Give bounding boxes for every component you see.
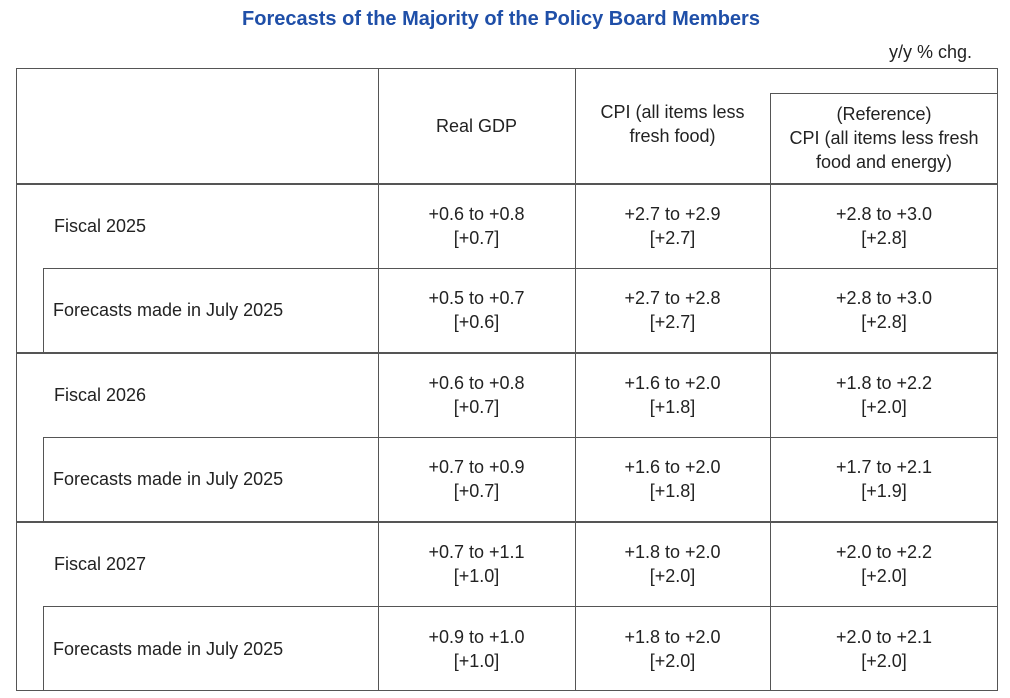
range-value: +2.8 to +3.0	[835, 288, 933, 308]
cell-gdp: +0.6 to +0.8 [+0.7]	[378, 183, 575, 268]
median-value: [+1.0]	[453, 565, 500, 586]
median-value: [+2.7]	[649, 227, 696, 248]
median-value: [+0.7]	[453, 481, 500, 501]
range-value: +1.6 to +2.0	[624, 372, 721, 393]
range-value: +1.8 to +2.0	[624, 541, 721, 562]
cell-core: +1.7 to +2.1 [+1.9]	[770, 437, 998, 521]
table-border	[16, 68, 998, 691]
range-value: +2.0 to +2.1	[835, 626, 933, 647]
row-label: Forecasts made in July 2025	[53, 469, 284, 489]
median-value: [+1.8]	[649, 481, 696, 501]
divider	[16, 521, 998, 523]
median-value: [+2.0]	[861, 396, 907, 417]
header-cpi: CPI (all items less fresh food)	[575, 68, 770, 183]
cell-gdp: +0.9 to +1.0 [+1.0]	[378, 606, 575, 691]
divider	[43, 437, 998, 438]
cell-cpi: +1.8 to +2.0 [+2.0]	[575, 521, 770, 606]
range-value: +0.7 to +0.9	[428, 457, 525, 477]
median-value: [+2.0]	[861, 565, 907, 586]
cell-core: +2.0 to +2.1 [+2.0]	[770, 606, 998, 691]
cell-core: +2.8 to +3.0 [+2.8]	[770, 268, 998, 352]
median-value: [+2.8]	[861, 312, 907, 332]
range-value: +0.6 to +0.8	[428, 372, 525, 393]
cell-cpi: +1.8 to +2.0 [+2.0]	[575, 606, 770, 691]
page-title: Forecasts of the Majority of the Policy …	[242, 8, 760, 30]
median-value: [+0.7]	[453, 227, 500, 248]
unit-label: y/y % chg.	[888, 42, 972, 62]
range-value: +1.8 to +2.0	[624, 626, 721, 647]
divider	[43, 268, 998, 269]
range-value: +1.8 to +2.2	[835, 372, 933, 393]
range-value: +0.6 to +0.8	[428, 203, 525, 224]
range-value: +2.7 to +2.8	[624, 288, 721, 308]
row-label: Fiscal 2025	[54, 215, 147, 236]
row-label: Fiscal 2027	[54, 553, 147, 574]
median-value: [+2.0]	[649, 650, 696, 671]
median-value: [+2.7]	[649, 312, 696, 332]
cell-cpi: +1.6 to +2.0 [+1.8]	[575, 352, 770, 437]
range-value: +2.8 to +3.0	[835, 203, 933, 224]
cell-gdp: +0.7 to +0.9 [+0.7]	[378, 437, 575, 521]
median-value: [+0.6]	[453, 312, 500, 332]
cell-gdp: +0.5 to +0.7 [+0.6]	[378, 268, 575, 352]
range-value: +0.5 to +0.7	[428, 288, 525, 308]
divider	[770, 93, 998, 94]
divider	[43, 606, 44, 691]
cell-cpi: +2.7 to +2.9 [+2.7]	[575, 183, 770, 268]
header-cpi-text: CPI (all items less fresh food)	[600, 102, 745, 146]
median-value: [+2.0]	[649, 565, 696, 586]
median-value: [+0.7]	[453, 396, 500, 417]
median-value: [+1.8]	[649, 396, 696, 417]
cell-core: +1.8 to +2.2 [+2.0]	[770, 352, 998, 437]
cell-cpi: +2.7 to +2.8 [+2.7]	[575, 268, 770, 352]
header-core-cpi: (Reference) CPI (all items less fresh fo…	[770, 93, 998, 183]
header-real-gdp: Real GDP	[435, 115, 518, 136]
divider	[16, 352, 998, 354]
median-value: [+1.9]	[861, 481, 907, 501]
cell-gdp: +0.6 to +0.8 [+0.7]	[378, 352, 575, 437]
divider	[575, 68, 576, 691]
row-label: Fiscal 2026	[54, 384, 147, 405]
divider	[43, 268, 44, 352]
header-reference: (Reference)	[836, 104, 932, 124]
cell-core: +2.8 to +3.0 [+2.8]	[770, 183, 998, 268]
cell-cpi: +1.6 to +2.0 [+1.8]	[575, 437, 770, 521]
divider	[16, 183, 998, 185]
divider	[378, 68, 379, 691]
divider	[770, 93, 771, 691]
median-value: [+1.0]	[453, 650, 500, 671]
median-value: [+2.8]	[861, 227, 907, 248]
median-value: [+2.0]	[861, 650, 907, 671]
row-label: Forecasts made in July 2025	[53, 638, 284, 659]
range-value: +0.9 to +1.0	[428, 626, 525, 647]
range-value: +0.7 to +1.1	[428, 541, 525, 562]
range-value: +2.0 to +2.2	[835, 541, 933, 562]
divider	[43, 606, 998, 607]
row-label: Forecasts made in July 2025	[53, 300, 284, 320]
divider	[43, 437, 44, 521]
range-value: +1.7 to +2.1	[835, 457, 933, 477]
header-core-cpi-text: CPI (all items less fresh food and energ…	[789, 128, 979, 172]
cell-gdp: +0.7 to +1.1 [+1.0]	[378, 521, 575, 606]
range-value: +1.6 to +2.0	[624, 457, 721, 477]
cell-core: +2.0 to +2.2 [+2.0]	[770, 521, 998, 606]
range-value: +2.7 to +2.9	[624, 203, 721, 224]
